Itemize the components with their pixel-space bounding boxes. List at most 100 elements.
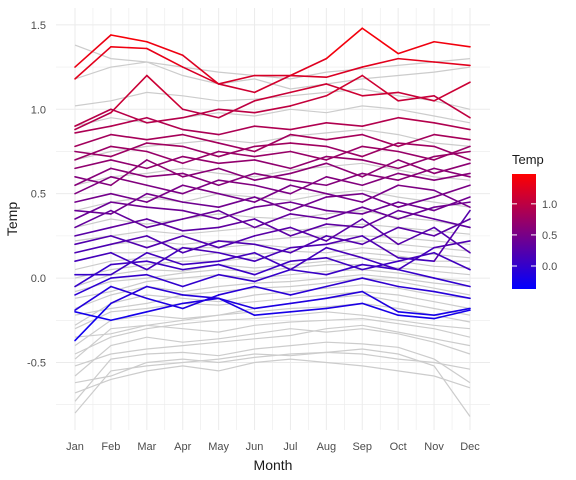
series-segment [289,121,328,131]
series-segment [433,172,471,181]
series-segment [361,142,399,158]
series-segment [433,290,471,300]
x-tick-label: Sep [352,441,372,453]
series-segment [74,34,112,68]
series-segment [397,184,435,192]
color-legend: Temp 1.0 0.5 0.0 [512,152,557,289]
series-segment [181,184,220,195]
series-segment [217,285,256,296]
background-series-line [74,290,471,330]
series-line [74,74,471,127]
series-segment [397,40,435,55]
series-line [74,263,471,296]
background-series-line [74,274,471,310]
series-segment [289,179,328,187]
series-line [74,172,471,195]
series-segment [110,251,148,271]
series-segment [253,142,292,148]
series-segment [325,257,364,271]
background-series-group [74,44,471,417]
series-segment [74,226,112,237]
series-segment [74,209,112,215]
series-segment [74,243,112,254]
series-segment [397,201,435,212]
series-segment [74,167,112,187]
series-segment [325,223,364,229]
series-segment [110,159,148,170]
series-segment [217,108,256,114]
series-line [74,145,471,165]
series-segment [325,209,364,215]
background-series-line [74,341,471,402]
series-segment [433,226,471,254]
series-segment [74,150,112,158]
series-segment [253,184,292,195]
series-segment [397,116,435,124]
background-series-line [74,240,471,262]
series-line [74,116,471,136]
series-segment [217,150,256,158]
series-segment [361,277,399,288]
series-segment [146,116,184,124]
series-segment [325,206,364,220]
series-segment [289,285,328,296]
series-segment [289,74,328,79]
series-segment [181,294,220,310]
background-series-line [74,128,471,161]
y-tick-label: -0.5 [27,357,46,369]
series-segment [146,246,184,271]
series-segment [146,235,184,249]
series-line [74,201,471,229]
series-segment [325,176,364,187]
series-segment [397,91,435,102]
series-segment [146,155,184,170]
series-segment [217,167,256,181]
series-segment [181,145,220,158]
background-series-line [74,247,471,271]
series-segment [253,285,292,296]
legend-colorbar [512,174,536,289]
series-segment [110,285,148,300]
series-segment [325,27,364,60]
series-segment [217,263,256,276]
series-segment [433,184,471,198]
series-segment [110,142,148,158]
series-segment [74,46,112,80]
series-segment [253,226,292,237]
series-segment [74,285,112,311]
series-segment [289,307,328,313]
series-segment [217,100,256,119]
series-segment [361,192,399,208]
series-segment [361,206,399,220]
series-segment [181,263,220,271]
series-segment [217,297,256,317]
series-segment [397,246,435,271]
series-segment [217,196,256,208]
series-segment [253,172,292,181]
series-segment [217,192,256,203]
series-segment [217,159,256,165]
series-segment [110,116,148,127]
series-segment [361,91,399,97]
series-segment [217,125,256,136]
background-series-line [74,317,471,360]
x-tick-label: Nov [424,441,444,453]
series-segment [325,162,364,178]
series-segment [181,167,220,178]
x-tick-label: Jul [283,441,297,453]
series-segment [397,226,435,246]
series-segment [253,251,292,271]
series-segment [146,273,184,288]
x-axis-ticks: Jan Feb Mar Apr May Jun Jul Aug Sep Oct Nov Dec [66,441,480,453]
series-segment [289,268,328,276]
series-segment [181,179,220,195]
series-segment [110,273,148,279]
series-segment [74,311,112,322]
series-segment [74,133,112,148]
series-segment [253,218,292,237]
series-segment [433,309,471,320]
series-segment [253,105,292,114]
series-line [74,277,471,311]
x-tick-label: Aug [317,441,337,453]
